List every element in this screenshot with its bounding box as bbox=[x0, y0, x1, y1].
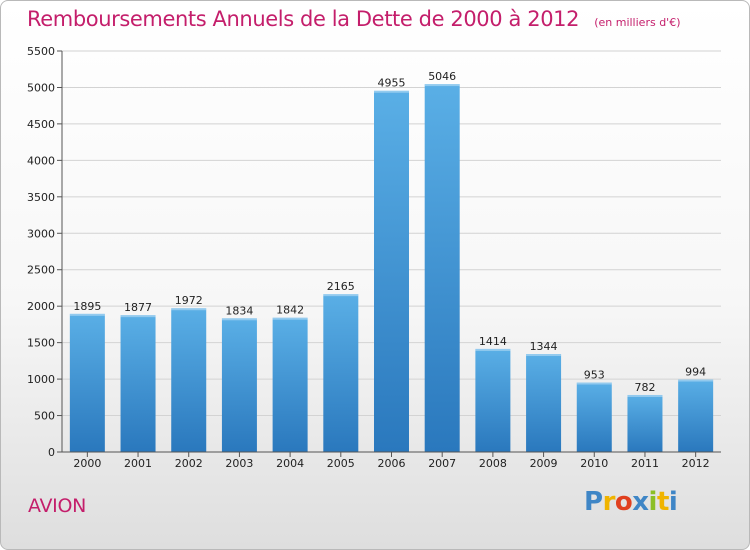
logo-letter: t bbox=[656, 487, 669, 517]
bar bbox=[171, 308, 207, 452]
data-label: 953 bbox=[584, 369, 605, 382]
y-tick-label: 1000 bbox=[27, 373, 55, 386]
bar-highlight bbox=[69, 313, 105, 316]
proxiti-logo: Proxiti bbox=[584, 487, 678, 517]
y-tick-label: 4000 bbox=[27, 154, 55, 167]
x-tick-label: 2004 bbox=[276, 457, 304, 470]
x-tick-label: 2007 bbox=[428, 457, 456, 470]
y-tick-label: 5000 bbox=[27, 81, 55, 94]
x-tick-label: 2008 bbox=[479, 457, 507, 470]
data-label: 1877 bbox=[124, 301, 152, 314]
data-label: 5046 bbox=[428, 70, 456, 83]
x-tick-label: 2001 bbox=[124, 457, 152, 470]
bar bbox=[120, 315, 156, 452]
x-tick-label: 2009 bbox=[530, 457, 558, 470]
data-label: 1344 bbox=[530, 340, 558, 353]
bar bbox=[576, 382, 612, 452]
bar-highlight bbox=[526, 354, 562, 357]
data-label: 1834 bbox=[225, 304, 253, 317]
chart-subtitle: (en milliers d'€) bbox=[594, 16, 681, 29]
bar bbox=[678, 379, 714, 452]
x-tick-label: 2012 bbox=[682, 457, 710, 470]
bar-highlight bbox=[627, 394, 663, 397]
chart-title: Remboursements Annuels de la Dette de 20… bbox=[27, 7, 580, 31]
y-tick-label: 2000 bbox=[27, 300, 55, 313]
data-label: 1895 bbox=[73, 300, 101, 313]
y-tick-label: 500 bbox=[34, 410, 55, 423]
bar bbox=[69, 313, 105, 452]
y-tick-label: 3000 bbox=[27, 227, 55, 240]
bar-highlight bbox=[120, 315, 156, 318]
bar bbox=[526, 354, 562, 452]
bar-highlight bbox=[475, 348, 511, 351]
data-label: 994 bbox=[685, 366, 706, 379]
logo-letter: i bbox=[648, 487, 658, 517]
x-tick-label: 2011 bbox=[631, 457, 659, 470]
x-tick-label: 2003 bbox=[225, 457, 253, 470]
bar bbox=[475, 348, 511, 452]
data-label: 4955 bbox=[378, 77, 406, 90]
bar bbox=[323, 294, 359, 452]
bar-highlight bbox=[678, 379, 714, 382]
y-tick-label: 1500 bbox=[27, 337, 55, 350]
logo-letter: P bbox=[584, 487, 603, 517]
bar bbox=[424, 84, 460, 452]
bar-highlight bbox=[171, 308, 207, 311]
data-label: 782 bbox=[634, 381, 655, 394]
y-tick-label: 4500 bbox=[27, 118, 55, 131]
y-tick-label: 2500 bbox=[27, 264, 55, 277]
x-tick-label: 2006 bbox=[378, 457, 406, 470]
bar-highlight bbox=[424, 84, 460, 87]
logo-letter: i bbox=[668, 487, 678, 517]
bar bbox=[221, 318, 257, 452]
logo-letter: o bbox=[614, 487, 633, 517]
y-tick-label: 0 bbox=[48, 446, 55, 459]
commune-name: AVION bbox=[28, 495, 87, 517]
data-label: 1414 bbox=[479, 335, 507, 348]
y-tick-label: 5500 bbox=[27, 45, 55, 58]
bar-highlight bbox=[221, 318, 257, 321]
x-tick-label: 2000 bbox=[73, 457, 101, 470]
chart-title-block: Remboursements Annuels de la Dette de 20… bbox=[27, 7, 680, 31]
bar bbox=[627, 394, 663, 452]
y-tick-label: 3500 bbox=[27, 191, 55, 204]
bar bbox=[374, 90, 409, 453]
x-tick-label: 2002 bbox=[175, 457, 203, 470]
bar bbox=[272, 317, 308, 452]
data-label: 1842 bbox=[276, 304, 304, 317]
logo-letter: x bbox=[632, 487, 649, 517]
logo-letter: r bbox=[602, 487, 616, 517]
x-tick-label: 2010 bbox=[580, 457, 608, 470]
x-tick-label: 2005 bbox=[327, 457, 355, 470]
data-label: 1972 bbox=[175, 294, 203, 307]
data-label: 2165 bbox=[327, 280, 355, 293]
bar-highlight bbox=[272, 317, 308, 320]
bar-highlight bbox=[374, 90, 409, 93]
bar-highlight bbox=[323, 294, 359, 297]
bar-highlight bbox=[576, 382, 612, 385]
